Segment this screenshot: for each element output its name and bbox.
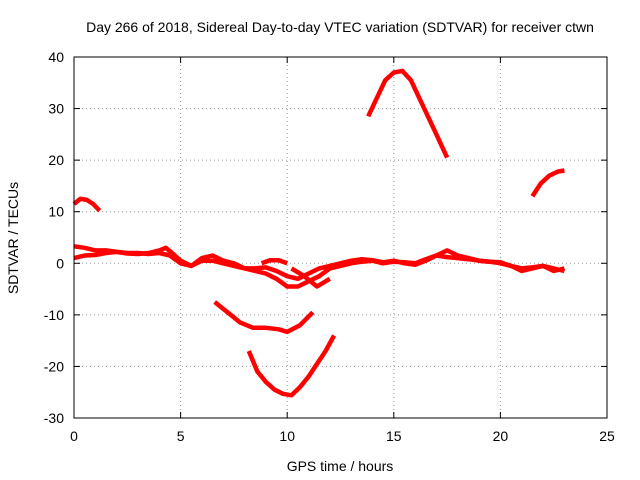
y-tick-label: 30 [48, 101, 64, 117]
y-tick-label: -30 [44, 410, 64, 426]
series-arc-minus-13 [213, 300, 315, 335]
series-arc-small-bump [260, 257, 288, 266]
y-tick-label: -10 [44, 307, 64, 323]
plot-frame [73, 56, 608, 419]
x-tick-label: 0 [70, 428, 78, 444]
grid [74, 57, 607, 418]
x-tick-label: 25 [599, 428, 615, 444]
y-axis-label: SDTVAR / TECUs [5, 182, 21, 294]
y-tick-label: 40 [48, 49, 64, 65]
y-tick-label: 0 [56, 255, 64, 271]
x-tick-label: 20 [493, 428, 509, 444]
y-tick-label: -20 [44, 358, 64, 374]
x-tick-label: 10 [279, 428, 295, 444]
series-arc-near-zero-b [73, 244, 565, 282]
y-tick-label: 20 [48, 152, 64, 168]
series-arc-peak-37 [366, 68, 450, 159]
series-arc-start-12 [72, 196, 102, 213]
x-axis-label: GPS time / hours [287, 458, 394, 474]
data-series [72, 68, 565, 398]
series-arc-minus-26 [246, 334, 337, 398]
x-tick-label: 5 [177, 428, 185, 444]
series-arc-lower-right-fork [290, 266, 331, 289]
x-tick-label: 15 [386, 428, 402, 444]
chart-title: Day 266 of 2018, Sidereal Day-to-day VTE… [86, 19, 594, 35]
y-tick-label: 10 [48, 204, 64, 220]
series-arc-end-18 [530, 168, 565, 198]
axis-ticks: 0 5 10 15 20 25 -30 -20 -10 0 10 20 30 40 [44, 49, 615, 444]
